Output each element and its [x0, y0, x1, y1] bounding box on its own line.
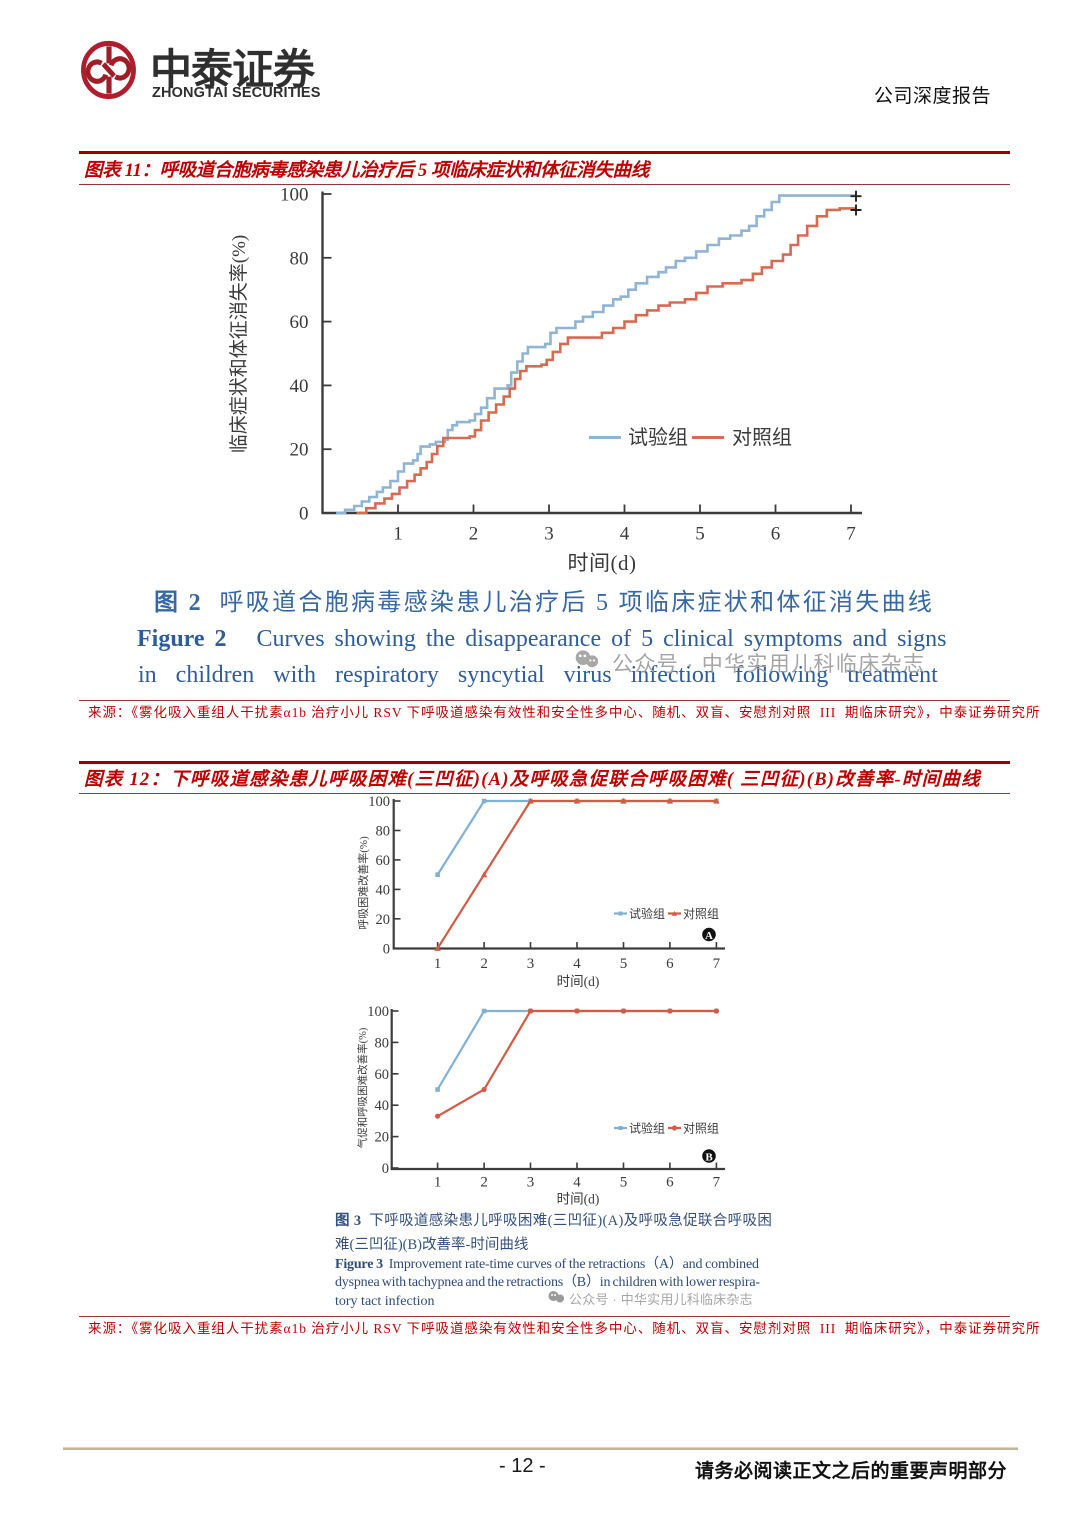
svg-text:80: 80 [375, 1035, 390, 1051]
svg-text:气促和呼吸困难改善率(%): 气促和呼吸困难改善率(%) [356, 1027, 369, 1148]
svg-text:对照组: 对照组 [683, 907, 719, 921]
svg-text:2: 2 [480, 1175, 488, 1191]
svg-text:B: B [705, 1152, 713, 1164]
svg-text:临床症状和体征消失率(%): 临床症状和体征消失率(%) [228, 235, 250, 453]
svg-text:100: 100 [280, 185, 309, 206]
svg-text:1: 1 [434, 1175, 442, 1191]
svg-text:对照组: 对照组 [683, 1122, 719, 1136]
svg-text:时间(d): 时间(d) [557, 1192, 600, 1207]
svg-text:4: 4 [620, 524, 630, 545]
svg-text:试验组: 试验组 [628, 426, 688, 449]
svg-text:20: 20 [290, 440, 309, 461]
svg-text:20: 20 [376, 912, 391, 928]
svg-text:试验组: 试验组 [629, 906, 665, 921]
svg-text:试验组: 试验组 [629, 1121, 665, 1136]
svg-text:5: 5 [620, 956, 628, 972]
svg-text:60: 60 [376, 853, 391, 869]
svg-text:6: 6 [666, 1175, 674, 1191]
svg-text:40: 40 [375, 1098, 390, 1114]
svg-text:60: 60 [375, 1067, 390, 1083]
svg-text:时间(d): 时间(d) [557, 974, 600, 989]
svg-text:3: 3 [527, 1175, 535, 1191]
svg-text:100: 100 [367, 1004, 389, 1020]
svg-text:4: 4 [573, 1175, 581, 1191]
svg-text:A: A [705, 930, 713, 942]
svg-text:2: 2 [480, 956, 488, 972]
svg-text:60: 60 [290, 312, 309, 333]
svg-text:1: 1 [434, 956, 442, 972]
svg-text:80: 80 [376, 824, 391, 840]
svg-text:6: 6 [771, 524, 781, 545]
svg-text:4: 4 [573, 956, 581, 972]
svg-text:20: 20 [375, 1130, 390, 1146]
svg-text:0: 0 [382, 1161, 389, 1177]
svg-text:2: 2 [469, 524, 479, 545]
svg-text:1: 1 [393, 524, 403, 545]
svg-text:呼吸困难改善率(%): 呼吸困难改善率(%) [356, 836, 370, 930]
svg-text:对照组: 对照组 [732, 426, 792, 449]
svg-text:0: 0 [383, 941, 390, 957]
svg-text:80: 80 [290, 248, 309, 269]
svg-text:40: 40 [376, 882, 391, 898]
svg-text:7: 7 [713, 1175, 721, 1191]
svg-text:5: 5 [620, 1175, 628, 1191]
svg-text:7: 7 [713, 956, 721, 972]
svg-text:6: 6 [666, 956, 674, 972]
svg-text:时间(d): 时间(d) [568, 551, 637, 575]
svg-text:3: 3 [544, 524, 554, 545]
svg-text:7: 7 [846, 524, 856, 545]
svg-text:40: 40 [290, 376, 309, 397]
svg-text:5: 5 [695, 524, 705, 545]
svg-text:0: 0 [299, 504, 309, 525]
svg-text:100: 100 [368, 794, 390, 810]
svg-text:3: 3 [527, 956, 535, 972]
